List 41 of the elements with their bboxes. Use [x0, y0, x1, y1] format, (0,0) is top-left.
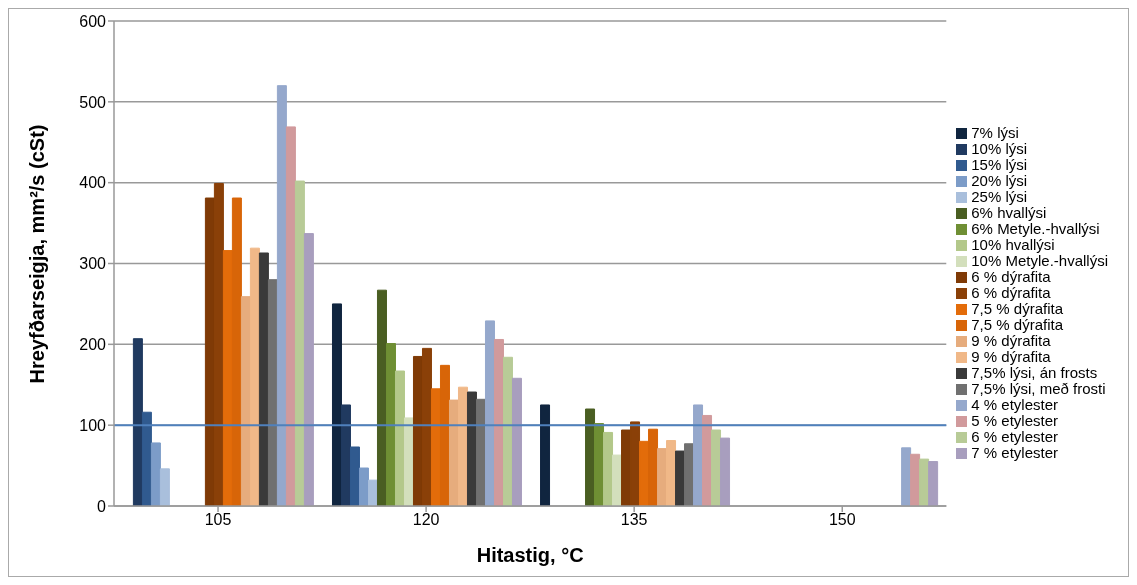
bar — [150, 442, 161, 506]
bar — [294, 180, 305, 506]
bar — [711, 429, 722, 506]
y-tick-label: 0 — [97, 497, 107, 515]
x-axis-title: Hitastig, °C — [476, 544, 584, 566]
x-tick-label: 150 — [828, 511, 856, 529]
bar — [349, 446, 360, 506]
bar — [285, 126, 296, 506]
bar — [603, 431, 614, 506]
y-tick-label: 300 — [79, 255, 107, 273]
bar — [159, 468, 170, 506]
y-tick-label: 600 — [79, 12, 107, 30]
bar — [901, 447, 912, 506]
bar — [493, 338, 504, 506]
x-tick-label: 120 — [412, 511, 440, 529]
bar — [720, 437, 731, 506]
bar — [358, 467, 369, 506]
bar — [919, 458, 930, 506]
bar — [340, 404, 351, 506]
bar — [303, 233, 314, 506]
bar — [376, 289, 387, 506]
bar — [484, 320, 495, 506]
bar — [141, 411, 152, 506]
y-tick-label: 400 — [79, 174, 107, 192]
y-tick-label: 100 — [79, 416, 107, 434]
bar — [276, 85, 287, 506]
y-tick-label: 200 — [79, 336, 107, 354]
bar — [394, 370, 405, 506]
bar — [258, 252, 269, 506]
bar — [132, 338, 143, 506]
x-tick-label: 105 — [204, 511, 232, 529]
bar — [385, 343, 396, 506]
bar — [540, 404, 551, 506]
y-tick-label: 500 — [79, 93, 107, 111]
bar — [331, 303, 342, 506]
bar — [502, 356, 513, 506]
bar — [928, 461, 939, 506]
x-tick-label: 135 — [620, 511, 648, 529]
bar — [511, 377, 522, 506]
legend-label: 7% lýsi — [971, 123, 1019, 141]
y-axis-title: Hreyfðarseigja, mm²/s (cSt) — [26, 124, 49, 384]
